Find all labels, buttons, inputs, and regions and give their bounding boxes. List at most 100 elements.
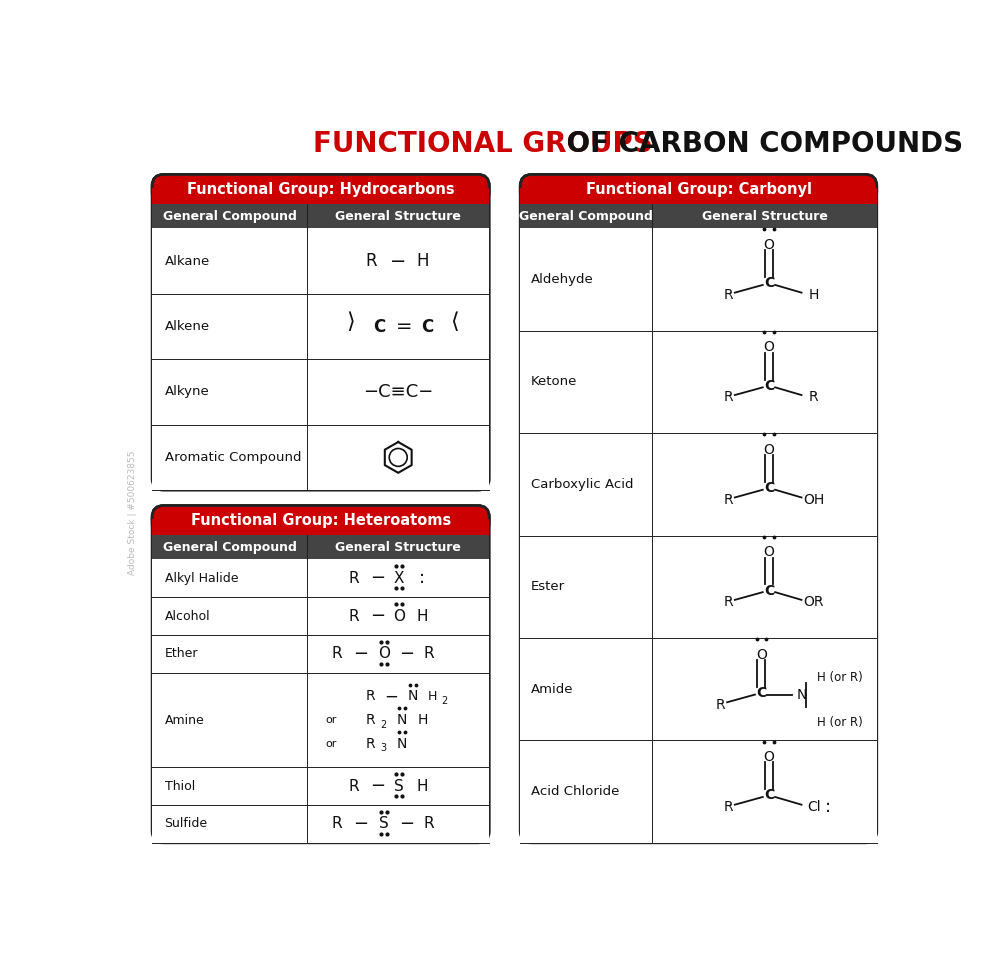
Text: R: R xyxy=(349,571,360,585)
Text: Alcohol: Alcohol xyxy=(165,610,210,623)
Text: C: C xyxy=(764,788,774,803)
Bar xyxy=(152,228,489,294)
Text: Ester: Ester xyxy=(531,581,565,593)
Text: Functional Group: Heteroatoms: Functional Group: Heteroatoms xyxy=(191,513,451,527)
Bar xyxy=(152,597,489,635)
Text: :: : xyxy=(825,798,831,816)
Text: R: R xyxy=(716,697,726,712)
Text: R: R xyxy=(332,646,342,662)
Text: O: O xyxy=(756,647,767,662)
Bar xyxy=(152,635,489,672)
Bar xyxy=(152,559,489,597)
Text: O: O xyxy=(764,750,774,764)
Text: Adobe Stock | #500623855: Adobe Stock | #500623855 xyxy=(128,451,137,576)
Text: R: R xyxy=(724,390,733,405)
Bar xyxy=(520,638,877,740)
Text: :: : xyxy=(419,569,425,587)
Text: R: R xyxy=(366,690,375,703)
Text: H: H xyxy=(428,690,437,703)
Bar xyxy=(152,359,489,425)
Bar xyxy=(520,330,877,433)
Text: Functional Group: Carbonyl: Functional Group: Carbonyl xyxy=(586,182,812,196)
Text: or: or xyxy=(325,715,337,725)
Text: General Compound: General Compound xyxy=(519,210,653,222)
Text: R: R xyxy=(724,800,733,814)
Bar xyxy=(520,740,877,842)
Text: Ketone: Ketone xyxy=(531,376,577,388)
Text: −: − xyxy=(370,777,385,795)
Text: OR: OR xyxy=(804,595,824,610)
FancyBboxPatch shape xyxy=(152,505,489,535)
Text: Thiol: Thiol xyxy=(165,780,195,793)
Text: C: C xyxy=(764,276,774,291)
Text: R: R xyxy=(423,816,434,832)
Text: O: O xyxy=(378,646,390,662)
Text: H: H xyxy=(417,252,429,270)
Text: H: H xyxy=(809,288,819,302)
Text: Sulfide: Sulfide xyxy=(165,817,208,831)
Text: Carboxylic Acid: Carboxylic Acid xyxy=(531,478,633,491)
Text: 2: 2 xyxy=(441,696,447,706)
Bar xyxy=(152,204,489,228)
Text: O: O xyxy=(764,442,774,457)
Text: Alkene: Alkene xyxy=(165,320,210,333)
Text: OH: OH xyxy=(803,493,825,507)
Text: O: O xyxy=(393,609,405,624)
Text: or: or xyxy=(325,739,337,749)
Bar xyxy=(520,187,877,204)
Text: Cl: Cl xyxy=(807,800,821,814)
Text: −: − xyxy=(384,688,398,705)
Text: C: C xyxy=(756,686,766,700)
FancyBboxPatch shape xyxy=(520,175,877,204)
Bar xyxy=(152,425,489,490)
Text: R: R xyxy=(332,816,342,832)
Text: Aldehyde: Aldehyde xyxy=(531,273,594,286)
Text: ⟩: ⟩ xyxy=(346,312,354,332)
Text: General Structure: General Structure xyxy=(335,541,461,554)
Text: R: R xyxy=(724,493,733,507)
Text: C: C xyxy=(764,583,774,598)
Text: H: H xyxy=(417,779,428,794)
Text: X: X xyxy=(394,571,404,585)
Text: H (or R): H (or R) xyxy=(817,716,863,728)
Text: Ether: Ether xyxy=(165,647,198,661)
Text: General Structure: General Structure xyxy=(335,210,461,222)
Text: R: R xyxy=(349,779,360,794)
Text: O: O xyxy=(764,545,774,559)
Text: Aromatic Compound: Aromatic Compound xyxy=(165,451,301,464)
Text: S: S xyxy=(394,779,404,794)
Text: R: R xyxy=(724,288,733,302)
Text: Functional Group: Hydrocarbons: Functional Group: Hydrocarbons xyxy=(187,182,454,196)
Text: C: C xyxy=(373,318,385,335)
Text: Alkyne: Alkyne xyxy=(165,385,209,398)
Text: R: R xyxy=(423,646,434,662)
Bar xyxy=(520,535,877,638)
Text: R: R xyxy=(809,390,819,405)
Text: C: C xyxy=(764,379,774,393)
Text: R: R xyxy=(366,713,375,727)
Text: N: N xyxy=(796,688,807,701)
Text: −: − xyxy=(370,569,385,587)
Text: −: − xyxy=(353,815,368,833)
Text: C: C xyxy=(422,318,434,335)
Text: −: − xyxy=(353,645,368,663)
Text: R: R xyxy=(349,609,360,624)
Text: O: O xyxy=(764,340,774,355)
Text: Alkyl Halide: Alkyl Halide xyxy=(165,572,238,584)
Text: 3: 3 xyxy=(380,743,386,753)
Bar xyxy=(520,204,877,228)
Text: ⟨: ⟨ xyxy=(450,312,458,332)
Text: H: H xyxy=(418,713,428,727)
Text: −C≡C−: −C≡C− xyxy=(363,383,433,401)
Text: −: − xyxy=(390,251,406,270)
Text: R: R xyxy=(365,252,377,270)
Text: Acid Chloride: Acid Chloride xyxy=(531,785,619,798)
Text: FUNCTIONAL GROUPS: FUNCTIONAL GROUPS xyxy=(313,129,652,157)
Bar xyxy=(152,767,489,805)
Text: General Compound: General Compound xyxy=(163,210,297,222)
Text: O: O xyxy=(764,238,774,252)
Bar xyxy=(152,519,489,535)
Text: OF CARBON COMPOUNDS: OF CARBON COMPOUNDS xyxy=(557,129,964,157)
Bar xyxy=(152,535,489,559)
Text: General Structure: General Structure xyxy=(702,210,827,222)
